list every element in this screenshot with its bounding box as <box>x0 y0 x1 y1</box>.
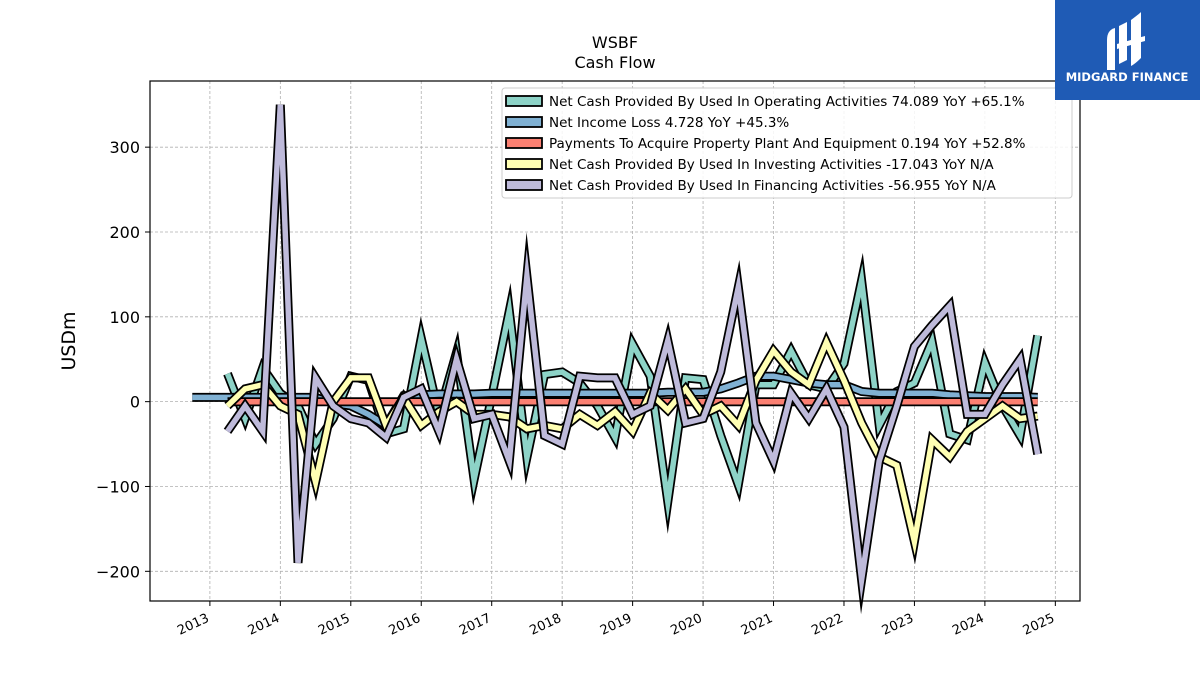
legend-entry-label: Net Cash Provided By Used In Financing A… <box>549 178 997 194</box>
x-tick-label: 2022 <box>809 611 845 639</box>
chart-subtitle: Cash Flow <box>574 53 655 72</box>
y-tick-label: −200 <box>96 562 140 581</box>
logo-background <box>1055 0 1200 100</box>
series-line <box>225 104 1041 601</box>
x-tick-label: 2018 <box>528 611 564 639</box>
chart-title: WSBF <box>592 33 638 52</box>
x-tick-label: 2025 <box>1021 611 1057 639</box>
x-tick-label: 2024 <box>950 611 986 639</box>
x-tick-label: 2014 <box>246 611 282 639</box>
x-tick-label: 2013 <box>175 611 211 639</box>
logo-text: MIDGARD FINANCE <box>1066 70 1189 84</box>
legend-entry-label: Net Cash Provided By Used In Operating A… <box>549 94 1025 110</box>
y-axis-label: USDm <box>58 311 80 370</box>
x-tick-label: 2019 <box>598 611 634 639</box>
series-4-line <box>224 331 1039 565</box>
midgard-finance-logo: MIDGARD FINANCE <box>1055 0 1200 100</box>
legend-box <box>501 87 1073 199</box>
legend-entry-label: Payments To Acquire Property Plant And E… <box>549 136 1026 152</box>
legend-entry-label: Net Cash Provided By Used In Investing A… <box>549 157 994 173</box>
x-tick-label: 2016 <box>387 611 423 639</box>
y-tick-label: 0 <box>130 393 140 412</box>
y-tick-label: 200 <box>109 223 140 242</box>
x-tick-label: 2017 <box>457 611 493 639</box>
plot-frame <box>149 80 1081 602</box>
x-tick-label: 2015 <box>316 611 352 639</box>
y-tick-label: 100 <box>109 308 140 327</box>
plot-area <box>192 104 1043 615</box>
y-tick-label: −100 <box>96 477 140 496</box>
legend-swatch <box>505 158 543 170</box>
x-tick-label: 2023 <box>880 611 916 639</box>
series-5-line <box>223 104 1043 615</box>
series-line <box>225 335 1039 556</box>
legend-swatch <box>505 116 543 128</box>
legend: Net Cash Provided By Used In Operating A… <box>501 87 1073 199</box>
legend-entry-label: Net Income Loss 4.728 YoY +45.3% <box>549 115 789 131</box>
logo-mark-icon <box>1107 12 1145 70</box>
x-tick-label: 2021 <box>739 611 775 639</box>
legend-swatch <box>505 137 543 149</box>
legend-swatch <box>505 179 543 191</box>
legend-swatch <box>505 95 543 107</box>
y-tick-label: 300 <box>109 138 140 157</box>
y-axis-ticks: −200 −100 0 100 200 300 <box>96 138 150 581</box>
x-tick-label: 2020 <box>668 611 704 639</box>
x-axis-ticks: 2013 2014 2015 2016 2017 2018 2019 2020 2021 2022… <box>175 601 1057 639</box>
